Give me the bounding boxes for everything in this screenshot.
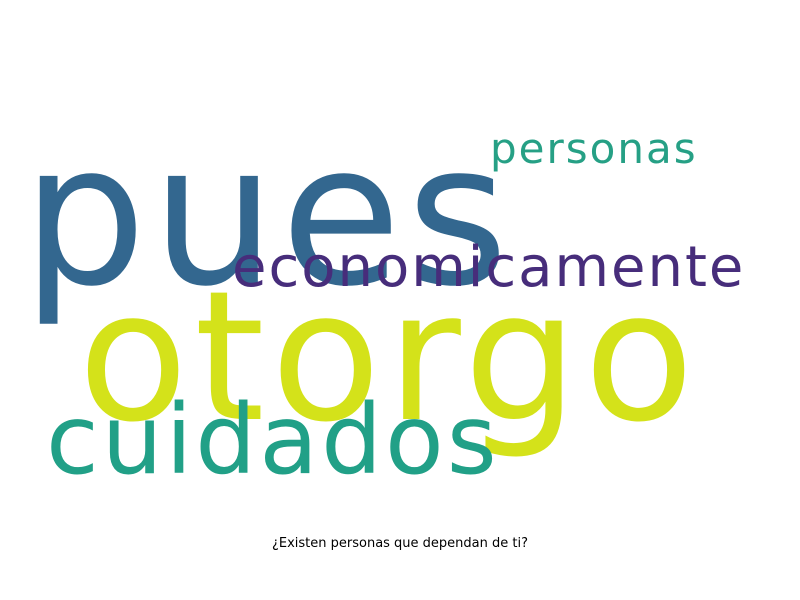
word-personas: personas xyxy=(490,124,698,173)
caption-question: ¿Existen personas que dependan de ti? xyxy=(271,536,529,551)
word-otorgo: otorgo xyxy=(78,253,701,462)
word-cuidados: cuidados xyxy=(46,384,500,496)
word-cloud: pues otorgo economicamente personas cuid… xyxy=(22,102,746,496)
word-economicamente: economicamente xyxy=(232,235,746,300)
word-pues: pues xyxy=(22,102,514,330)
